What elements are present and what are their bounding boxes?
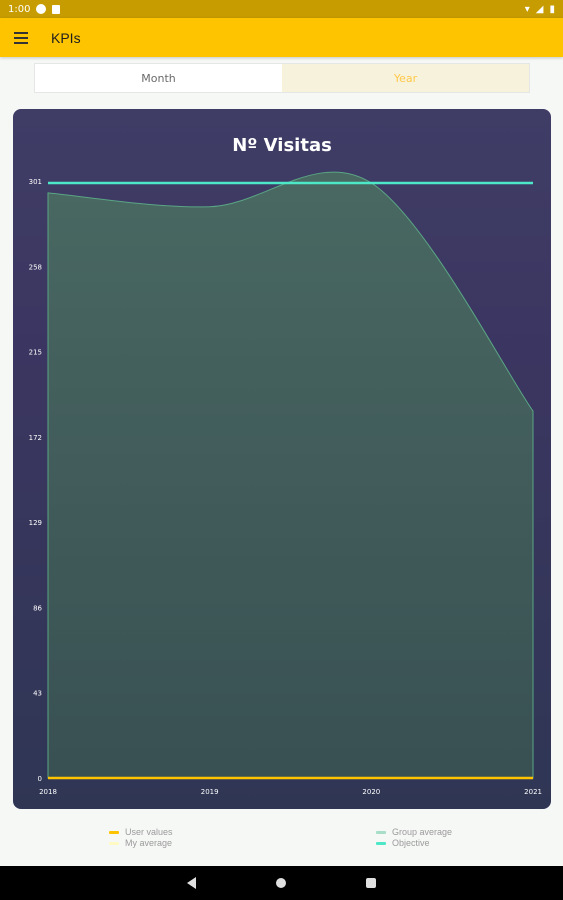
- chart-title: Nº Visitas: [232, 135, 332, 156]
- y-tick-label: 86: [33, 604, 42, 612]
- page-title: KPIs: [51, 29, 81, 46]
- notification-icon: [36, 4, 47, 14]
- legend-swatch-my-average: [109, 841, 119, 845]
- legend-swatch-group-average: [376, 830, 386, 834]
- y-tick-label: 43: [33, 690, 42, 698]
- legend-group-average: Group average: [376, 827, 452, 837]
- period-tabs: Month Year: [34, 63, 530, 93]
- y-tick-label: 129: [29, 519, 42, 527]
- x-tick-label: 2019: [201, 788, 219, 796]
- signal-icon: ◢: [535, 3, 544, 15]
- legend-label: Objective: [392, 838, 430, 848]
- status-bar: 1:00 ▾ ◢ ▮: [0, 0, 563, 18]
- wifi-icon: ▾: [524, 3, 530, 15]
- x-tick-label: 2018: [39, 788, 57, 796]
- recent-apps-icon[interactable]: [366, 878, 376, 888]
- legend-objective: Objective: [376, 838, 430, 848]
- legend-swatch-objective: [376, 841, 386, 845]
- legend-label: User values: [125, 827, 173, 837]
- y-tick-label: 172: [29, 434, 42, 442]
- y-tick-label: 258: [29, 263, 42, 271]
- menu-icon[interactable]: [11, 28, 31, 48]
- x-tick-label: 2021: [524, 788, 542, 796]
- x-tick-label: 2020: [362, 788, 380, 796]
- tab-year[interactable]: Year: [282, 64, 529, 92]
- system-nav-bar: [0, 866, 563, 900]
- battery-icon: ▮: [549, 3, 555, 15]
- y-tick-label: 301: [29, 178, 42, 186]
- legend-label: Group average: [392, 827, 453, 837]
- legend-my-average: My average: [109, 838, 172, 848]
- legend-user-values: User values: [109, 827, 173, 837]
- legend-label: My average: [125, 838, 173, 848]
- group-average-area: [47, 171, 534, 779]
- home-icon[interactable]: [276, 878, 286, 888]
- y-tick-label: 215: [29, 349, 42, 357]
- tab-month[interactable]: Month: [35, 64, 282, 92]
- app-bar: KPIs: [0, 18, 563, 57]
- visits-chart-svg: Nº Visitas 0 43 86 129 172 215 258 301 2018 2019…: [29, 135, 542, 796]
- chart-legend: User values My average Group average Obj…: [0, 825, 563, 855]
- status-time: 1:00: [8, 3, 31, 15]
- y-tick-label: 0: [38, 775, 42, 783]
- sd-card-icon: [52, 4, 61, 14]
- back-icon[interactable]: [187, 877, 196, 889]
- visits-chart: Nº Visitas 0 43 86 129 172 215 258 301 2018 2019…: [13, 109, 551, 809]
- legend-swatch-user-values: [109, 830, 119, 834]
